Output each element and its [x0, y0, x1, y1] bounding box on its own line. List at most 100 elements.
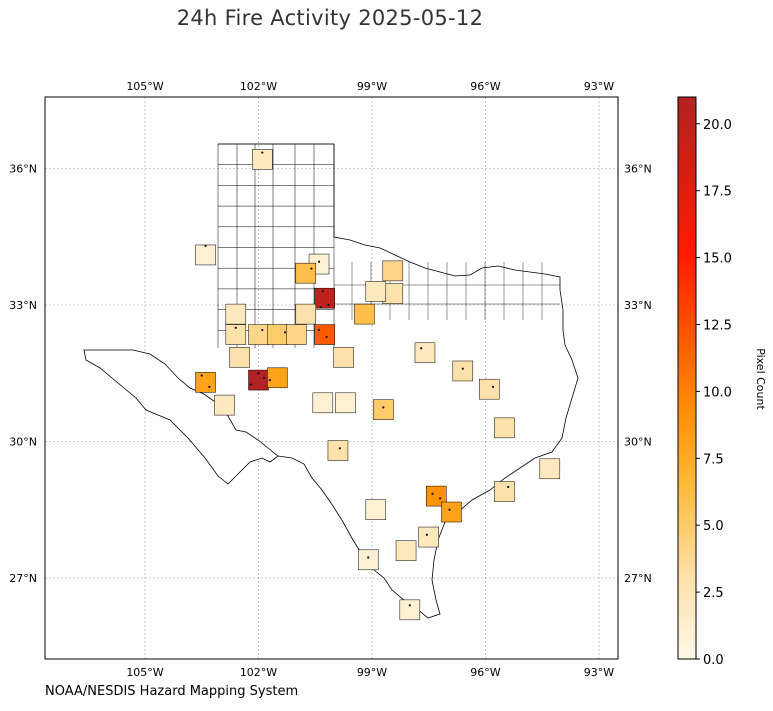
fire-point [268, 378, 271, 382]
fire-point [249, 383, 253, 386]
fire-county [357, 549, 379, 571]
map-frame [44, 96, 619, 660]
fire-point [367, 556, 370, 559]
fire-point [261, 151, 264, 154]
fire-county [252, 149, 273, 170]
fire-county [314, 287, 335, 309]
fire-county [314, 324, 335, 345]
fire-point [382, 406, 385, 409]
fire-county [225, 303, 247, 325]
fire-point [327, 303, 330, 307]
fire-point [448, 508, 451, 511]
colorbar-tick-label: 12.5 [703, 318, 732, 333]
lat-tick-label: 30°N [624, 436, 652, 449]
fire-county [441, 501, 462, 523]
fire-point [425, 533, 428, 536]
fire-county [539, 458, 561, 480]
fire-county [214, 394, 235, 416]
lat-tick-label: 33°N [9, 299, 37, 312]
colorbar-tick-label: 5.0 [703, 519, 724, 534]
fire-point [283, 331, 287, 334]
map-title: 24h Fire Activity 2025-05-12 [176, 6, 484, 30]
fire-point [431, 492, 434, 495]
colorbar-tick-label: 2.5 [703, 586, 724, 601]
fire-point [204, 244, 207, 247]
texas-outline [83, 143, 579, 619]
fire-point [338, 447, 341, 450]
fire-county [267, 367, 288, 389]
lon-tick-label: 96°W [470, 80, 500, 93]
fire-point [263, 376, 266, 379]
fire-point [310, 267, 313, 270]
lat-tick-label: 36°N [624, 163, 652, 176]
lon-tick-label: 102°W [240, 80, 277, 93]
fire-point [261, 328, 264, 332]
fire-point [438, 497, 442, 500]
fire-county [414, 342, 436, 364]
colorbar-label: Pixel Count [754, 348, 767, 410]
lat-tick-label: 30°N [9, 436, 37, 449]
fire-detections [200, 151, 510, 607]
fire-county [312, 392, 334, 414]
fire-county [333, 347, 354, 368]
fire-point [234, 326, 237, 329]
lon-tick-label: 105°W [126, 666, 163, 679]
fire-county [195, 244, 216, 266]
fire-county [248, 324, 269, 345]
lon-tick-label: 93°W [584, 80, 614, 93]
fire-point [408, 604, 411, 607]
fire-point [317, 260, 321, 263]
lon-tick-label: 102°W [240, 666, 277, 679]
lon-tick-label: 99°W [357, 80, 387, 93]
fire-county [479, 378, 500, 400]
fire-county [335, 392, 356, 414]
lon-tick-label: 99°W [357, 666, 387, 679]
fire-county [494, 481, 515, 502]
fire-county [267, 324, 288, 345]
colorbar-tick-label: 10.0 [703, 385, 732, 400]
fire-county [395, 540, 417, 561]
colorbar-tick-label: 20.0 [703, 118, 732, 133]
fire-point [257, 372, 260, 375]
colorbar-ticks: 0.0 2.5 5.0 7.5 10.0 12.5 15.0 17.5 20.0 [696, 118, 732, 668]
credit-text: NOAA/NESDIS Hazard Mapping System [45, 684, 299, 699]
fire-county [382, 260, 404, 282]
fire-county [494, 417, 515, 439]
lat-tick-label: 27°N [624, 572, 652, 585]
county-grid [217, 143, 560, 348]
fire-point [461, 367, 464, 370]
fire-county [195, 372, 216, 393]
fire-county [354, 303, 375, 325]
fire-county [373, 399, 394, 420]
fire-point [319, 306, 323, 309]
colorbar-tick-label: 0.0 [703, 653, 724, 668]
fire-county [295, 303, 317, 325]
fire-county [295, 262, 317, 284]
colorbar-tick-label: 7.5 [703, 452, 724, 467]
fire-point [491, 385, 495, 388]
fire-county [418, 526, 439, 548]
lon-tick-label: 93°W [584, 666, 614, 679]
lon-tick-label: 105°W [126, 80, 163, 93]
fire-county [452, 360, 474, 382]
colorbar: 0.0 2.5 5.0 7.5 10.0 12.5 15.0 17.5 20.0 [677, 96, 732, 668]
fire-county [286, 324, 307, 345]
map-tick-labels: 105°W 105°W 102°W 102°W 99°W 99°W 96°W 96°W 93°W… [9, 80, 651, 679]
fire-county [426, 485, 447, 507]
colorbar-gradient [677, 96, 697, 660]
fire-point [317, 328, 321, 332]
colorbar-tick-label: 17.5 [703, 185, 732, 200]
fire-point [208, 385, 211, 388]
lat-tick-label: 33°N [624, 299, 652, 312]
fire-counties [195, 149, 561, 621]
fire-point [321, 290, 324, 293]
fire-point [507, 485, 510, 489]
fire-county [225, 324, 247, 345]
fire-county [399, 599, 421, 621]
fire-county [365, 281, 387, 302]
fire-county [229, 347, 250, 368]
fire-point [325, 335, 328, 338]
lon-tick-label: 96°W [470, 666, 500, 679]
lat-tick-label: 27°N [9, 572, 37, 585]
